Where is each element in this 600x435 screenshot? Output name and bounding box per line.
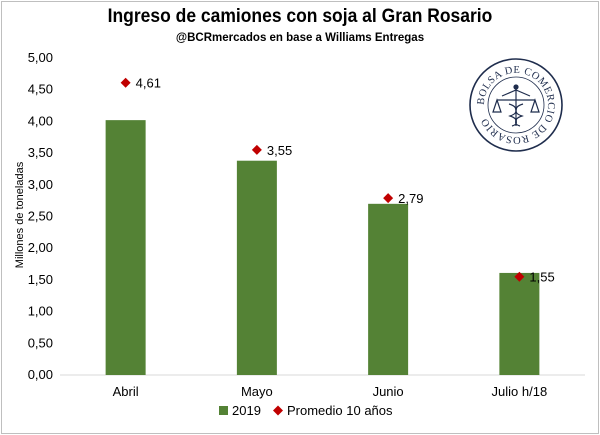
y-tick-label: 3,00	[28, 177, 53, 192]
x-category-label: Abril	[113, 384, 139, 399]
promedio-data-label: 1,55	[529, 270, 554, 285]
promedio-marker	[120, 77, 131, 88]
promedio-marker	[251, 144, 262, 155]
chart-title: Ingreso de camiones con soja al Gran Ros…	[107, 6, 493, 27]
x-category-label: Junio	[373, 384, 404, 399]
promedio-data-label: 4,61	[136, 76, 161, 91]
y-tick-label: 0,50	[28, 335, 53, 350]
x-category-label: Mayo	[241, 384, 273, 399]
y-tick-label: 2,50	[28, 209, 53, 224]
promedio-marker	[514, 271, 525, 282]
y-tick-label: 5,00	[28, 50, 53, 65]
bar-mayo	[236, 160, 277, 375]
x-axis-categories: Abril Mayo Junio Julio h/18	[113, 384, 548, 399]
legend-label-2019: 2019	[232, 403, 261, 418]
y-tick-label: 3,50	[28, 145, 53, 160]
chart-subtitle: @BCRmercados en base a Williams Entregas	[175, 32, 425, 44]
y-tick-label: 1,00	[28, 304, 53, 319]
legend: 2019 Promedio 10 años	[219, 403, 393, 418]
bolsa-de-comercio-seal: BOLSA DE COMERCIO DE ROSARIO	[469, 58, 563, 152]
y-axis-ticks: 0,00 0,50 1,00 1,50 2,00 2,50 3,00 3,50 4,00 4,50…	[28, 50, 53, 382]
legend-swatch-promedio	[273, 405, 283, 416]
promedio-data-label: 2,79	[398, 191, 423, 206]
legend-swatch-2019	[219, 406, 228, 415]
promedio-data-label: 3,55	[267, 143, 292, 158]
y-axis-label: Millones de toneladas	[14, 161, 26, 268]
y-tick-label: 2,00	[28, 240, 53, 255]
bar-junio	[368, 203, 409, 375]
legend-label-promedio: Promedio 10 años	[287, 403, 393, 418]
bar-abril	[105, 120, 146, 375]
bar-series	[105, 120, 540, 375]
y-tick-label: 4,00	[28, 113, 53, 128]
promedio-marker	[383, 193, 394, 204]
y-tick-label: 0,00	[28, 367, 53, 382]
marker-series: 4,61 3,55 2,79 1,55	[120, 76, 555, 285]
y-tick-label: 1,50	[28, 272, 53, 287]
x-category-label: Julio h/18	[492, 384, 548, 399]
bar-julio-h-18	[499, 272, 540, 375]
caduceus-scales-icon	[492, 84, 540, 127]
y-tick-label: 4,50	[28, 82, 53, 97]
